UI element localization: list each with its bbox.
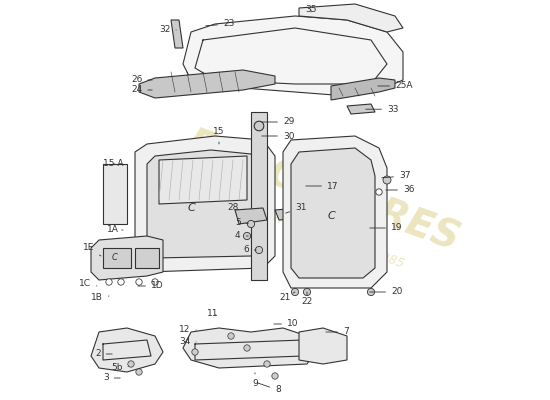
Text: 29: 29: [262, 118, 294, 126]
Polygon shape: [275, 208, 303, 220]
Text: 37: 37: [382, 172, 410, 180]
Text: 19: 19: [370, 224, 403, 232]
Text: 30: 30: [262, 132, 294, 140]
Circle shape: [383, 176, 391, 184]
Polygon shape: [135, 136, 275, 272]
Circle shape: [136, 369, 142, 375]
Polygon shape: [183, 16, 403, 96]
Circle shape: [272, 373, 278, 379]
Circle shape: [192, 349, 198, 355]
Circle shape: [264, 361, 270, 367]
Text: 8: 8: [257, 383, 280, 394]
Text: C: C: [327, 211, 335, 221]
Circle shape: [228, 333, 234, 339]
Text: 4: 4: [235, 232, 248, 240]
Text: 20: 20: [370, 288, 403, 296]
Text: 2: 2: [95, 350, 112, 358]
Text: 22: 22: [301, 292, 312, 306]
Polygon shape: [235, 208, 267, 224]
Text: 31: 31: [285, 204, 306, 213]
Circle shape: [136, 279, 142, 285]
Text: 21: 21: [279, 292, 295, 302]
Text: 28: 28: [227, 204, 244, 212]
Circle shape: [254, 121, 264, 131]
Circle shape: [367, 288, 375, 296]
Text: 34: 34: [179, 338, 196, 346]
Text: 12: 12: [179, 326, 196, 334]
Polygon shape: [331, 78, 395, 100]
Text: 25A: 25A: [378, 82, 412, 90]
Text: 17: 17: [306, 182, 338, 190]
Text: C: C: [187, 203, 195, 213]
Text: 5b: 5b: [111, 364, 128, 372]
Circle shape: [106, 279, 112, 285]
Text: 36: 36: [386, 186, 415, 194]
Text: 26: 26: [131, 76, 152, 84]
Polygon shape: [251, 112, 267, 280]
Text: 33: 33: [366, 105, 399, 114]
Polygon shape: [283, 136, 387, 288]
Text: 5: 5: [235, 218, 248, 226]
Text: 1D: 1D: [138, 282, 164, 290]
Polygon shape: [159, 156, 247, 204]
Text: 6: 6: [243, 246, 256, 254]
Circle shape: [244, 345, 250, 351]
Polygon shape: [183, 328, 315, 368]
Text: 15: 15: [213, 128, 225, 144]
Polygon shape: [139, 70, 275, 98]
Circle shape: [292, 288, 299, 296]
Text: 1C: 1C: [79, 280, 97, 288]
Circle shape: [152, 279, 158, 285]
Polygon shape: [91, 236, 163, 280]
Circle shape: [255, 246, 262, 254]
Text: C: C: [112, 254, 118, 262]
Polygon shape: [103, 248, 131, 268]
Text: 15 A: 15 A: [103, 160, 124, 168]
Text: 23: 23: [206, 20, 234, 28]
Text: 1B: 1B: [91, 294, 109, 302]
Circle shape: [118, 279, 124, 285]
Text: 32: 32: [159, 26, 176, 34]
Polygon shape: [347, 104, 375, 114]
Circle shape: [304, 288, 311, 296]
Text: EUROSPARES: EUROSPARES: [181, 125, 465, 259]
Circle shape: [244, 232, 251, 240]
Polygon shape: [171, 20, 183, 48]
Text: 10: 10: [274, 320, 299, 328]
Polygon shape: [299, 328, 347, 364]
Circle shape: [248, 220, 255, 228]
Circle shape: [128, 361, 134, 367]
Text: 11: 11: [207, 310, 218, 318]
Polygon shape: [135, 248, 159, 268]
Polygon shape: [299, 4, 403, 32]
Text: 7: 7: [326, 328, 349, 336]
Polygon shape: [91, 328, 163, 372]
Text: 35: 35: [305, 6, 317, 14]
Text: 1E: 1E: [83, 244, 101, 256]
Text: 24: 24: [131, 86, 152, 94]
Circle shape: [376, 189, 382, 195]
Polygon shape: [147, 150, 259, 258]
Text: 9: 9: [252, 373, 258, 388]
Text: 1A: 1A: [107, 226, 123, 234]
Text: a passion for parts since 1985: a passion for parts since 1985: [224, 194, 406, 270]
Text: 3: 3: [103, 374, 120, 382]
Polygon shape: [291, 148, 375, 278]
Polygon shape: [103, 164, 127, 224]
